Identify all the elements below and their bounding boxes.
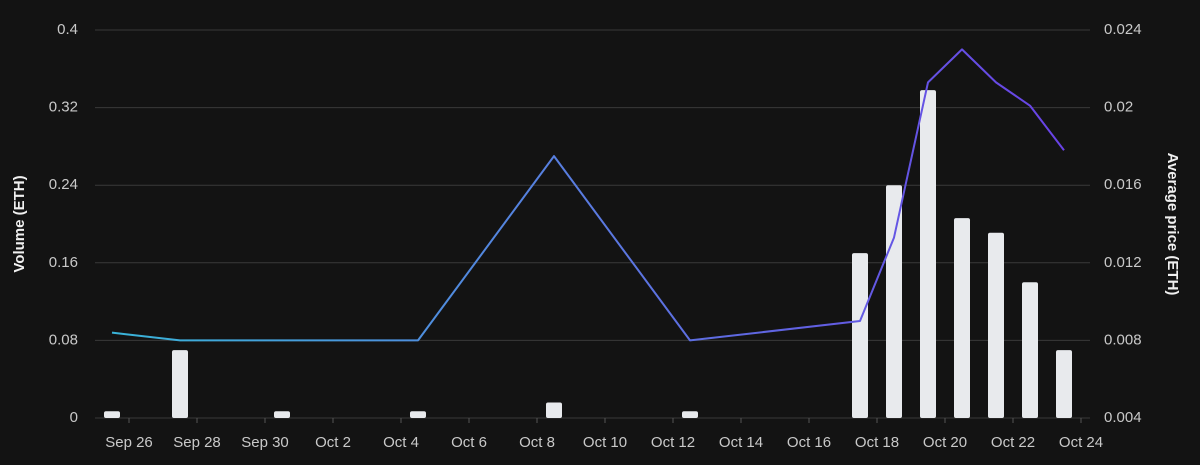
- x-tick-label: Oct 22: [991, 434, 1035, 451]
- y2-tick-label: 0.016: [1104, 176, 1142, 193]
- y-axis-title: Volume (ETH): [11, 175, 28, 272]
- bar: [954, 218, 970, 418]
- y2-tick-label: 0.004: [1104, 409, 1142, 426]
- y2-tick-label: 0.012: [1104, 254, 1142, 271]
- price-line: [111, 48, 1065, 342]
- y-tick-label: 0.4: [57, 21, 78, 38]
- x-tick-label: Oct 2: [315, 434, 351, 451]
- y2-tick-label: 0.008: [1104, 331, 1142, 348]
- x-tick-label: Oct 10: [583, 434, 627, 451]
- x-tick-label: Oct 6: [451, 434, 487, 451]
- x-tick-label: Oct 14: [719, 434, 763, 451]
- bar: [988, 232, 1004, 418]
- x-tick-label: Oct 4: [383, 434, 419, 451]
- bar: [410, 411, 426, 418]
- bar: [852, 253, 868, 418]
- y-tick-label: 0.16: [49, 254, 78, 271]
- y-tick-label: 0.24: [49, 176, 78, 193]
- x-tick-label: Oct 16: [787, 434, 831, 451]
- y-tick-label: 0.08: [49, 331, 78, 348]
- x-tick-label: Oct 24: [1059, 434, 1103, 451]
- bar: [172, 350, 188, 418]
- bar: [920, 90, 936, 418]
- y-tick-label: 0: [70, 409, 78, 426]
- bar: [546, 402, 562, 418]
- bar: [682, 411, 698, 418]
- bar: [104, 411, 120, 418]
- x-tick-label: Sep 30: [241, 434, 289, 451]
- y-tick-label: 0.32: [49, 99, 78, 116]
- y2-tick-label: 0.024: [1104, 21, 1142, 38]
- x-tick-label: Sep 26: [105, 434, 153, 451]
- bar: [1022, 282, 1038, 418]
- x-tick-label: Oct 20: [923, 434, 967, 451]
- y2-tick-label: 0.02: [1104, 99, 1133, 116]
- x-tick-label: Sep 28: [173, 434, 221, 451]
- x-tick-label: Oct 18: [855, 434, 899, 451]
- x-tick-label: Oct 8: [519, 434, 555, 451]
- bar: [274, 411, 290, 418]
- bar: [1056, 350, 1072, 418]
- y2-axis-title: Average price (ETH): [1164, 153, 1181, 296]
- x-tick-label: Oct 12: [651, 434, 695, 451]
- bar: [886, 185, 902, 418]
